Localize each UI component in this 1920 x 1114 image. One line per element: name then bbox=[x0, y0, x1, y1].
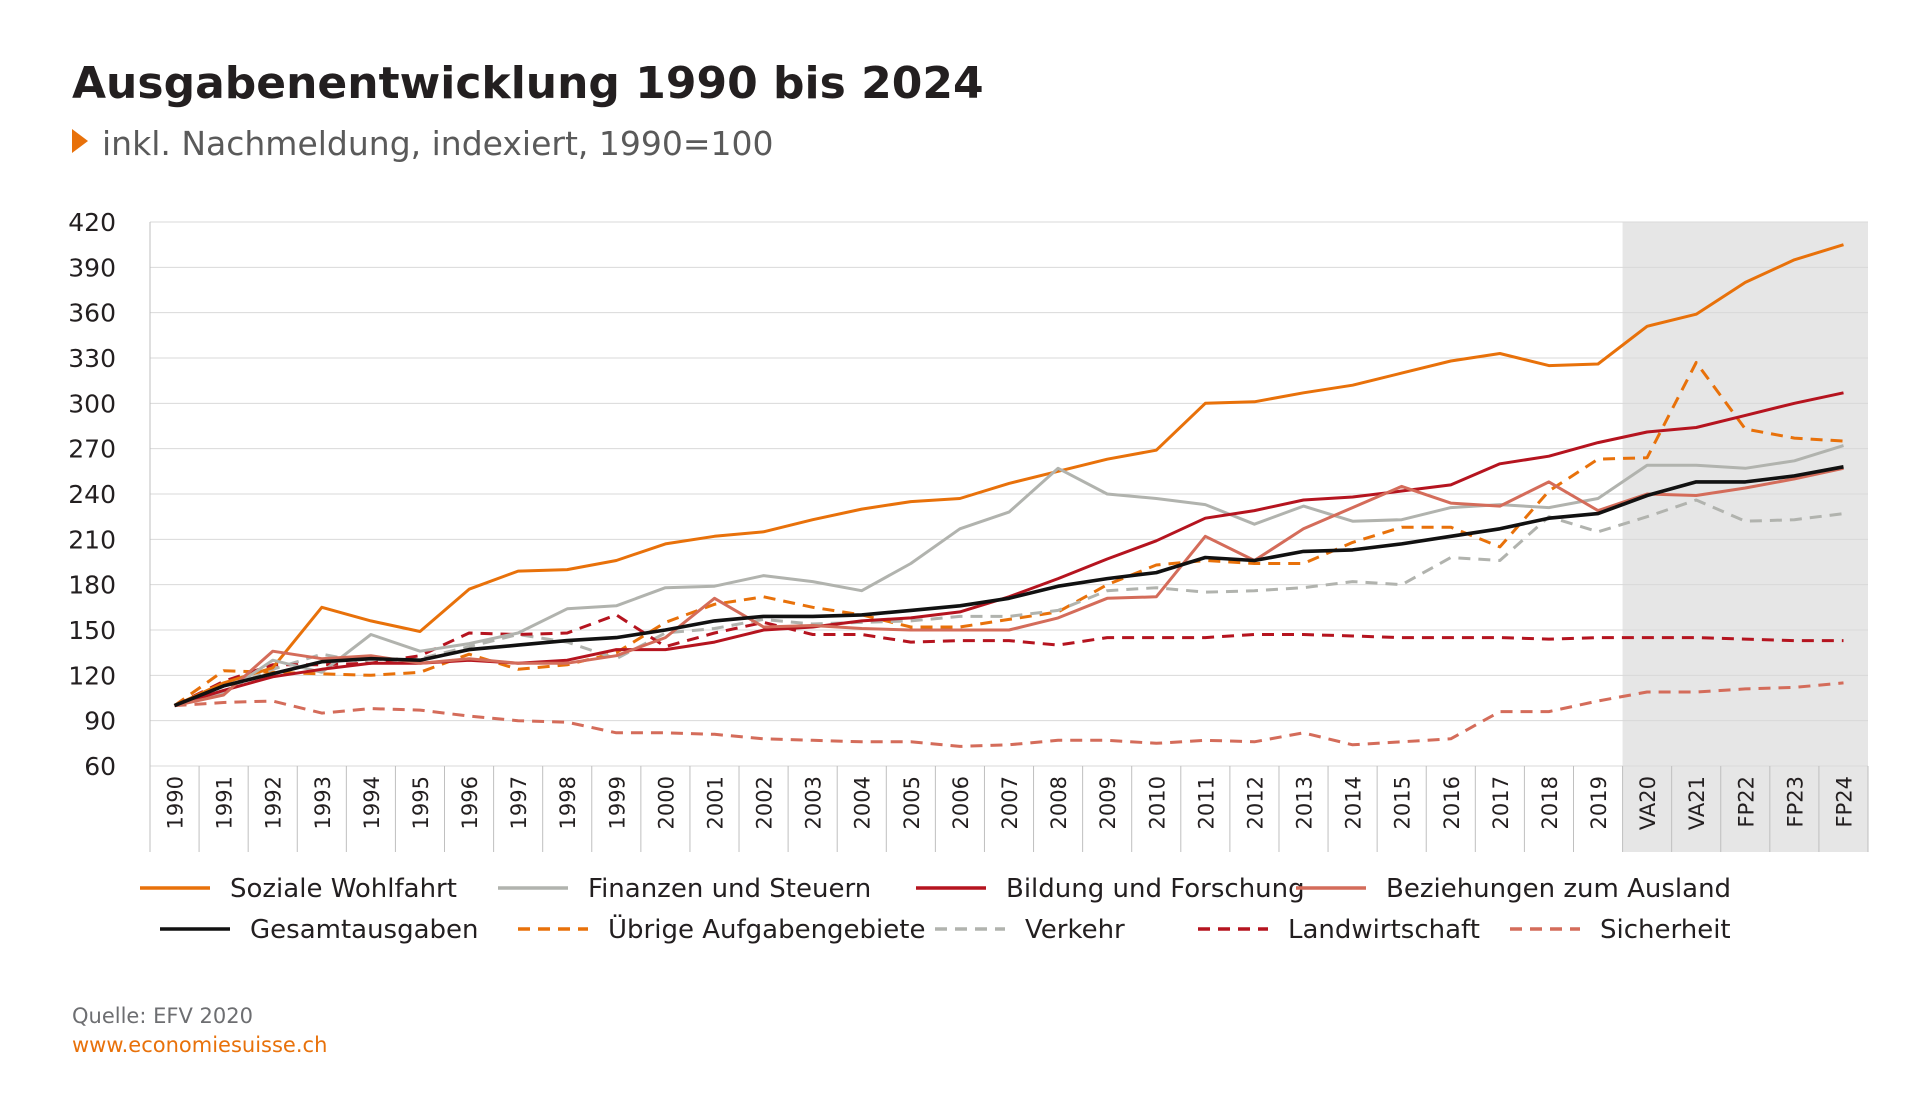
series-line-5 bbox=[173, 465, 1844, 708]
y-tick-label: 330 bbox=[68, 344, 116, 373]
x-tick-label: 2000 bbox=[654, 776, 678, 829]
forecast-shade bbox=[1622, 222, 1868, 852]
y-tick-label: 180 bbox=[68, 571, 116, 600]
x-tick-label: 1993 bbox=[311, 776, 335, 829]
x-tick-label: 2002 bbox=[753, 776, 777, 829]
x-tick-label: 2009 bbox=[1096, 776, 1120, 829]
x-tick-label: 1994 bbox=[360, 776, 384, 829]
legend-label: Beziehungen zum Ausland bbox=[1386, 874, 1731, 904]
legend-label: Bildung und Forschung bbox=[1006, 874, 1305, 904]
x-tick-label: 2019 bbox=[1587, 776, 1611, 829]
x-tick-label: 1996 bbox=[458, 776, 482, 829]
x-tick-label: 2018 bbox=[1538, 776, 1562, 829]
triangle-marker-icon bbox=[72, 129, 88, 153]
y-tick-label: 60 bbox=[84, 752, 116, 781]
y-tick-label: 150 bbox=[68, 616, 116, 645]
x-tick-label: 2004 bbox=[851, 776, 875, 829]
series-line-9 bbox=[174, 681, 1844, 748]
x-tick-label: 1990 bbox=[164, 776, 188, 829]
series-line-2 bbox=[174, 444, 1844, 708]
x-tick-label: 1992 bbox=[262, 776, 286, 829]
source-note: Quelle: EFV 2020 bbox=[72, 1004, 253, 1028]
x-tick-label: 2005 bbox=[900, 776, 924, 829]
x-tick-label: 1999 bbox=[605, 776, 629, 829]
y-tick-label: 300 bbox=[68, 389, 116, 418]
x-tick-label: VA20 bbox=[1636, 776, 1660, 830]
series-line-6 bbox=[173, 361, 1844, 707]
x-tick-label: 2013 bbox=[1293, 776, 1317, 829]
legend-label: Sicherheit bbox=[1600, 915, 1731, 945]
series-line-1 bbox=[173, 243, 1844, 707]
x-tick-label: 2012 bbox=[1243, 776, 1267, 829]
x-tick-label: 2006 bbox=[949, 776, 973, 829]
chart-subtitle: inkl. Nachmeldung, indexiert, 1990=100 bbox=[72, 124, 774, 163]
legend-label: Finanzen und Steuern bbox=[588, 874, 871, 904]
legend: Soziale Wohlfahrt Finanzen und Steuern Bil… bbox=[140, 874, 1731, 945]
y-tick-label: 120 bbox=[68, 661, 116, 690]
x-tick-label: 2016 bbox=[1440, 776, 1464, 829]
series-line-7 bbox=[174, 498, 1844, 708]
legend-label: Soziale Wohlfahrt bbox=[230, 874, 457, 904]
legend-label: Gesamtausgaben bbox=[250, 915, 479, 945]
x-tick-label: 2015 bbox=[1391, 776, 1415, 829]
series-line-8 bbox=[173, 613, 1844, 707]
y-tick-label: 90 bbox=[84, 707, 116, 736]
x-tick-label: 2008 bbox=[1047, 776, 1071, 829]
x-tick-label: VA21 bbox=[1685, 776, 1709, 830]
y-tick-label: 240 bbox=[68, 480, 116, 509]
chart-title: Ausgabenentwicklung 1990 bis 2024 bbox=[72, 58, 984, 109]
x-tick-label: 2001 bbox=[703, 776, 727, 829]
x-tick-label: 1998 bbox=[556, 776, 580, 829]
y-tick-label: 360 bbox=[68, 299, 116, 328]
x-tick-label: 2011 bbox=[1194, 776, 1218, 829]
grid-layer bbox=[150, 221, 1868, 767]
y-tick-label: 210 bbox=[68, 525, 116, 554]
y-tick-label: 270 bbox=[68, 435, 116, 464]
x-tick-label: 1995 bbox=[409, 776, 433, 829]
legend-label: Übrige Aufgabengebiete bbox=[608, 913, 925, 945]
series-line-4 bbox=[174, 466, 1844, 708]
x-tick-label: FP22 bbox=[1734, 776, 1758, 827]
website-link[interactable]: www.economiesuisse.ch bbox=[72, 1033, 328, 1057]
x-tick-label: 2010 bbox=[1145, 776, 1169, 829]
x-tick-label: 1997 bbox=[507, 776, 531, 829]
forecast-shade-layer bbox=[1622, 222, 1868, 852]
y-tick-label: 390 bbox=[68, 253, 116, 282]
x-tick-label: 1991 bbox=[213, 776, 237, 829]
chart-subtitle-text: inkl. Nachmeldung, indexiert, 1990=100 bbox=[102, 124, 774, 163]
x-tick-label: 2014 bbox=[1342, 776, 1366, 829]
legend-label: Verkehr bbox=[1025, 915, 1125, 945]
x-tick-label: 2003 bbox=[802, 776, 826, 829]
legend-label: Landwirtschaft bbox=[1288, 915, 1480, 945]
axis-layer: 60 90 120 150 180 210 240 270 300 330 360 390 420 199… bbox=[68, 208, 1869, 852]
x-tick-label: 2017 bbox=[1489, 776, 1513, 829]
x-tick-label: FP24 bbox=[1832, 776, 1856, 827]
y-tick-label: 420 bbox=[68, 208, 116, 237]
series-layer bbox=[173, 243, 1844, 748]
x-tick-label: 2007 bbox=[998, 776, 1022, 829]
x-tick-label: FP23 bbox=[1783, 776, 1807, 827]
